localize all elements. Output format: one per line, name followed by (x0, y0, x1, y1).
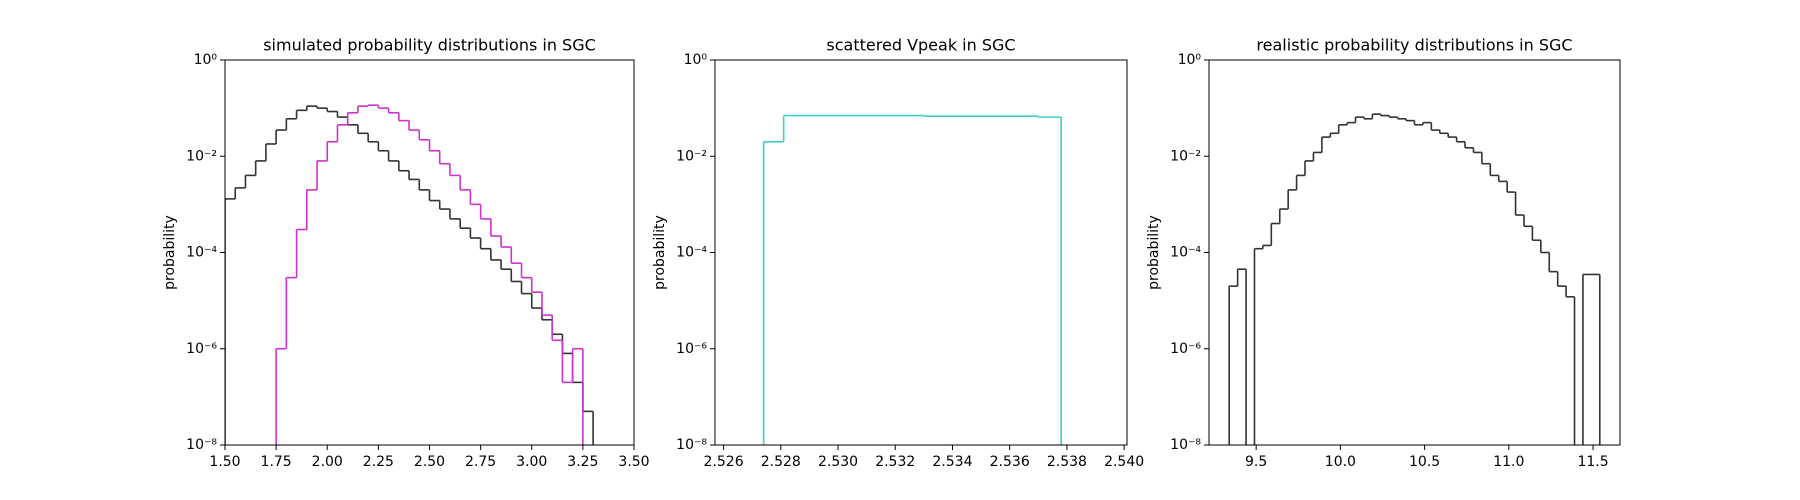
x-tick-label: 2.528 (761, 454, 801, 470)
x-tick-label: 9.5 (1245, 454, 1267, 470)
y-tick-label: 10⁰ (194, 52, 218, 68)
y-tick-label: 10⁻⁶ (186, 341, 217, 357)
y-tick-label: 10⁻⁶ (1170, 341, 1201, 357)
chart-title: simulated probability distributions in S… (263, 36, 596, 55)
y-tick-label: 10⁻⁸ (676, 437, 707, 453)
x-tick-label: 10.5 (1409, 454, 1440, 470)
y-tick-label: 10⁻² (186, 148, 217, 164)
x-tick-label: 10.0 (1325, 454, 1356, 470)
y-tick-label: 10⁻⁴ (186, 245, 217, 261)
x-tick-label: 3.25 (567, 454, 598, 470)
x-tick-label: 2.75 (465, 454, 496, 470)
x-tick-label: 2.532 (875, 454, 915, 470)
x-tick-label: 2.538 (1047, 454, 1087, 470)
y-axis-label: probability (1146, 215, 1162, 290)
y-tick-label: 10⁻² (676, 148, 707, 164)
x-tick-label: 2.534 (932, 454, 972, 470)
y-tick-label: 10⁰ (684, 52, 708, 68)
x-tick-label: 2.540 (1104, 454, 1144, 470)
x-tick-label: 2.526 (704, 454, 744, 470)
y-tick-label: 10⁰ (1178, 52, 1202, 68)
x-tick-label: 2.25 (363, 454, 394, 470)
x-tick-label: 2.536 (990, 454, 1030, 470)
x-tick-label: 2.50 (414, 454, 445, 470)
x-tick-label: 2.530 (818, 454, 858, 470)
x-tick-label: 1.50 (209, 454, 240, 470)
histogram-series (1228, 113, 1601, 445)
y-axis-label: probability (652, 215, 668, 290)
axes-frame (714, 59, 1128, 446)
y-tick-label: 10⁻⁴ (676, 245, 707, 261)
x-tick-label: 3.00 (516, 454, 547, 470)
subplot: realistic probability distributions in S… (1146, 36, 1621, 470)
histogram-series (225, 105, 594, 445)
x-tick-label: 2.00 (312, 454, 343, 470)
y-axis-label: probability (162, 215, 178, 290)
histogram-series (762, 114, 1062, 445)
subplot: scattered Vpeak in SGC probability 10⁻⁸ 10⁻… (652, 36, 1144, 471)
x-tick-label: 11.5 (1577, 454, 1608, 470)
y-tick-label: 10⁻⁴ (1170, 245, 1201, 261)
axes-frame (224, 59, 635, 446)
x-tick-label: 1.75 (261, 454, 292, 470)
axes-frame (1208, 59, 1621, 446)
x-tick-label: 3.50 (618, 454, 649, 470)
y-tick-label: 10⁻² (1170, 148, 1201, 164)
y-tick-label: 10⁻⁸ (1170, 437, 1201, 453)
y-tick-label: 10⁻⁸ (186, 437, 217, 453)
chart-title: scattered Vpeak in SGC (826, 36, 1015, 55)
y-tick-label: 10⁻⁶ (676, 341, 707, 357)
chart-title: realistic probability distributions in S… (1256, 36, 1572, 55)
histogram-series (275, 104, 584, 445)
subplot: simulated probability distributions in S… (162, 36, 650, 471)
x-tick-label: 11.0 (1493, 454, 1524, 470)
